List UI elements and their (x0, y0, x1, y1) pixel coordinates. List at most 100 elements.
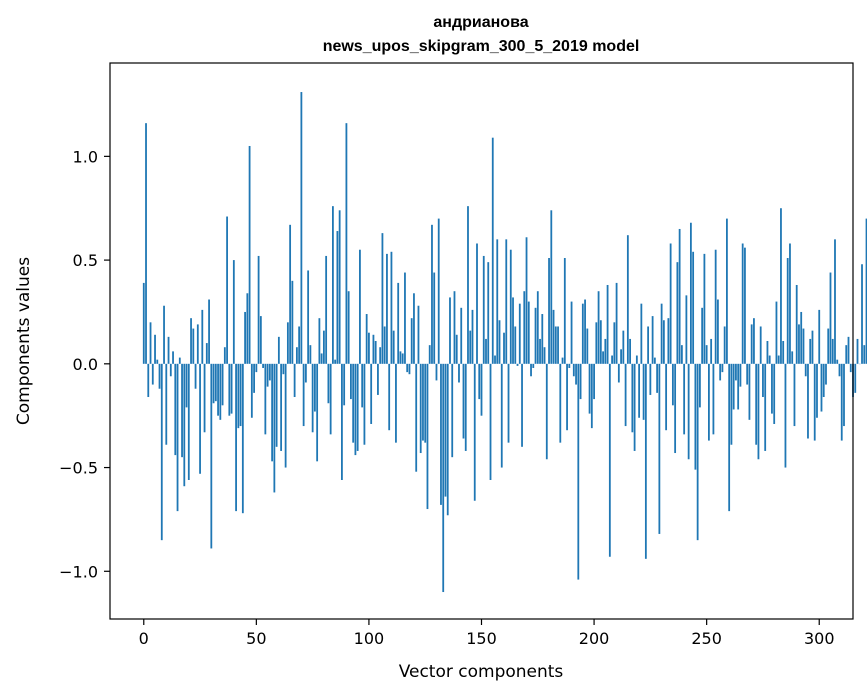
bar-component-304 (827, 328, 830, 364)
bar-component-116 (404, 272, 406, 364)
bar-component-205 (604, 338, 607, 364)
bar-component-145 (469, 330, 472, 364)
bar-component-75 (311, 363, 314, 433)
bars-group (142, 92, 867, 593)
bar-component-226 (651, 316, 654, 364)
bar-component-156 (494, 355, 496, 364)
bar-component-259 (726, 218, 728, 364)
bar-component-139 (455, 334, 458, 364)
bar-component-319 (861, 264, 863, 364)
bar-component-7 (158, 363, 161, 389)
bar-component-187 (563, 258, 566, 364)
bar-component-34 (219, 363, 222, 420)
bar-component-121 (415, 363, 418, 472)
bar-component-20 (187, 363, 190, 480)
bar-component-148 (476, 243, 478, 364)
bar-component-23 (194, 363, 197, 389)
bar-component-188 (566, 363, 568, 431)
bar-component-266 (741, 243, 744, 364)
bar-component-262 (732, 363, 735, 410)
bar-component-16 (178, 357, 181, 364)
bar-component-138 (453, 291, 456, 364)
y-tick-label: 1.0 (73, 147, 98, 166)
bar-component-167 (518, 303, 521, 364)
bar-component-223 (644, 363, 647, 559)
bar-component-270 (750, 324, 753, 364)
bar-component-87 (338, 210, 341, 364)
bar-component-182 (552, 309, 555, 364)
bar-component-242 (687, 363, 690, 460)
bar-component-212 (620, 349, 622, 364)
bar-component-258 (723, 326, 726, 364)
bar-component-63 (284, 363, 287, 468)
bar-component-106 (381, 233, 384, 364)
bar-component-125 (424, 363, 427, 443)
bar-component-80 (322, 330, 325, 364)
bar-component-152 (485, 338, 487, 364)
bar-component-269 (748, 363, 751, 420)
bar-component-120 (413, 293, 415, 364)
bar-component-320 (863, 345, 866, 364)
bar-component-283 (780, 208, 782, 364)
bar-component-161 (505, 239, 508, 364)
bar-component-85 (334, 359, 337, 364)
bar-component-193 (577, 363, 580, 580)
bar-component-37 (226, 216, 228, 364)
bar-component-249 (703, 253, 706, 364)
bar-component-250 (705, 345, 708, 364)
bar-component-61 (280, 363, 283, 451)
bar-component-244 (692, 251, 695, 364)
bar-component-79 (320, 353, 323, 364)
x-tick-label: 250 (691, 629, 722, 648)
bar-component-248 (701, 307, 704, 364)
bar-component-202 (597, 291, 600, 364)
x-tick-label: 150 (466, 629, 497, 648)
bar-component-260 (728, 363, 731, 512)
bar-component-124 (422, 363, 424, 441)
bar-component-280 (773, 363, 776, 424)
bar-component-224 (647, 326, 650, 364)
bar-component-91 (347, 291, 350, 364)
bar-component-316 (854, 363, 857, 393)
bar-component-52 (259, 316, 262, 364)
bar-component-102 (372, 334, 375, 364)
bar-component-191 (572, 363, 575, 377)
bar-component-297 (811, 330, 814, 364)
bar-component-201 (595, 322, 598, 364)
x-axis-label: Vector components (399, 662, 564, 682)
bar-component-206 (606, 284, 609, 364)
bar-component-234 (669, 243, 672, 364)
bar-component-194 (579, 363, 582, 400)
bar-component-196 (584, 299, 586, 364)
bar-component-210 (615, 282, 618, 364)
bar-component-66 (291, 280, 294, 364)
bar-component-228 (656, 363, 659, 393)
bar-component-41 (235, 363, 237, 512)
bar-component-285 (784, 363, 787, 468)
bar-component-115 (401, 353, 404, 364)
bar-component-32 (214, 363, 217, 402)
bar-component-81 (325, 255, 328, 364)
bar-component-309 (838, 363, 841, 377)
bar-component-238 (678, 228, 681, 364)
bar-component-144 (467, 206, 469, 364)
bar-component-122 (417, 305, 420, 364)
bar-component-128 (431, 224, 433, 364)
bar-component-129 (433, 272, 436, 364)
bar-component-82 (327, 363, 330, 404)
bar-component-3 (149, 322, 152, 364)
bar-component-291 (798, 324, 800, 364)
x-tick-label: 100 (354, 629, 385, 648)
y-tick-label: −1.0 (59, 562, 98, 581)
bar-component-132 (440, 363, 442, 505)
bar-component-35 (221, 363, 224, 406)
bar-component-284 (782, 341, 785, 364)
bar-component-310 (840, 363, 843, 441)
bar-component-214 (624, 363, 627, 427)
bar-component-231 (662, 320, 665, 364)
bar-component-24 (196, 324, 199, 364)
bar-component-197 (586, 328, 589, 364)
bar-component-174 (534, 307, 537, 364)
bar-component-149 (478, 363, 481, 400)
